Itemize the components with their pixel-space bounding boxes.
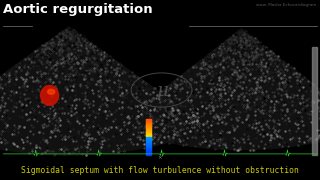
Text: μ: μ <box>156 82 167 100</box>
Bar <box>146 152 151 153</box>
Bar <box>146 134 151 135</box>
Bar <box>312 47 317 155</box>
Bar <box>146 141 151 142</box>
Bar <box>146 140 151 141</box>
Bar <box>146 151 151 152</box>
Bar <box>146 125 151 126</box>
Bar <box>146 121 151 122</box>
Bar <box>146 139 151 140</box>
Bar <box>146 148 151 149</box>
Bar <box>146 137 151 138</box>
Bar <box>146 146 151 147</box>
Text: Sigmoidal septum with flow turbulence without obstruction: Sigmoidal septum with flow turbulence wi… <box>21 166 299 175</box>
Bar <box>146 127 151 128</box>
Text: Aortic regurgitation: Aortic regurgitation <box>3 3 153 16</box>
Bar <box>146 132 151 133</box>
Bar <box>146 119 151 120</box>
Bar <box>146 154 151 155</box>
Bar <box>146 133 151 134</box>
Bar <box>146 150 151 151</box>
Bar <box>146 136 151 137</box>
Wedge shape <box>0 26 211 156</box>
Bar <box>146 122 151 123</box>
Bar <box>146 123 151 124</box>
Text: www. Masha Echocardiogram: www. Masha Echocardiogram <box>256 3 317 7</box>
Text: ×: × <box>158 155 162 160</box>
Ellipse shape <box>48 89 55 94</box>
Bar <box>146 144 151 145</box>
Bar <box>146 128 151 129</box>
Bar <box>146 131 151 132</box>
Bar <box>146 143 151 144</box>
Bar <box>146 126 151 127</box>
Bar <box>146 138 151 139</box>
Bar <box>146 142 151 143</box>
Bar <box>146 135 151 136</box>
Bar <box>146 130 151 131</box>
Wedge shape <box>114 28 320 150</box>
Bar <box>146 145 151 146</box>
Bar <box>146 129 151 130</box>
Bar <box>146 147 151 148</box>
Bar <box>146 153 151 154</box>
Bar <box>146 120 151 121</box>
Bar <box>146 124 151 125</box>
Ellipse shape <box>41 86 59 105</box>
Bar <box>146 149 151 150</box>
